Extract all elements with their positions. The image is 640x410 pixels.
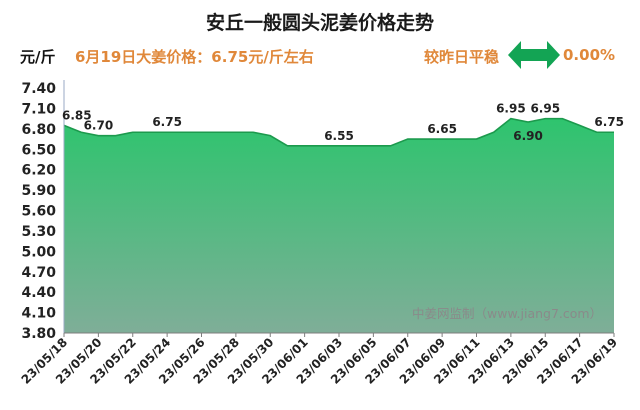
data-label: 6.70 [84,119,114,133]
y-tick-label: 5.00 [21,244,56,260]
data-label: 6.95 [496,102,526,116]
y-tick-label: 5.60 [21,204,56,220]
y-tick-label: 6.80 [21,122,56,138]
compare-label: 较昨日平稳 [424,48,500,66]
y-tick-label: 7.10 [21,101,56,117]
y-tick-label: 7.40 [21,81,56,97]
y-tick-label: 4.40 [21,285,56,301]
y-tick-label: 5.30 [21,224,56,240]
y-tick-label: 6.50 [21,142,56,158]
watermark: 中姜网监制（www.jiang7.com） [412,306,602,321]
unit-label: 元/斤 [20,48,56,66]
y-tick-label: 4.10 [21,306,56,322]
y-tick-label: 6.20 [21,163,56,179]
data-label: 6.75 [152,115,182,129]
double-arrow-icon [508,41,560,69]
price-summary: 6月19日大姜价格：6.75元/斤左右 [75,48,314,66]
data-label: 6.75 [594,115,624,129]
price-area-fill [64,118,614,333]
y-tick-label: 4.70 [21,265,56,281]
data-label: 6.65 [427,122,457,136]
y-tick-label: 3.80 [21,326,56,342]
y-tick-label: 5.90 [21,183,56,199]
price-line [63,117,614,147]
chart-title: 安丘一般圆头泥姜价格走势 [205,12,434,34]
data-label: 6.85 [62,108,92,122]
data-label: 6.90 [513,129,543,143]
data-label: 6.95 [530,102,560,116]
data-label: 6.55 [324,129,354,143]
change-percent: 0.00% [563,46,616,64]
